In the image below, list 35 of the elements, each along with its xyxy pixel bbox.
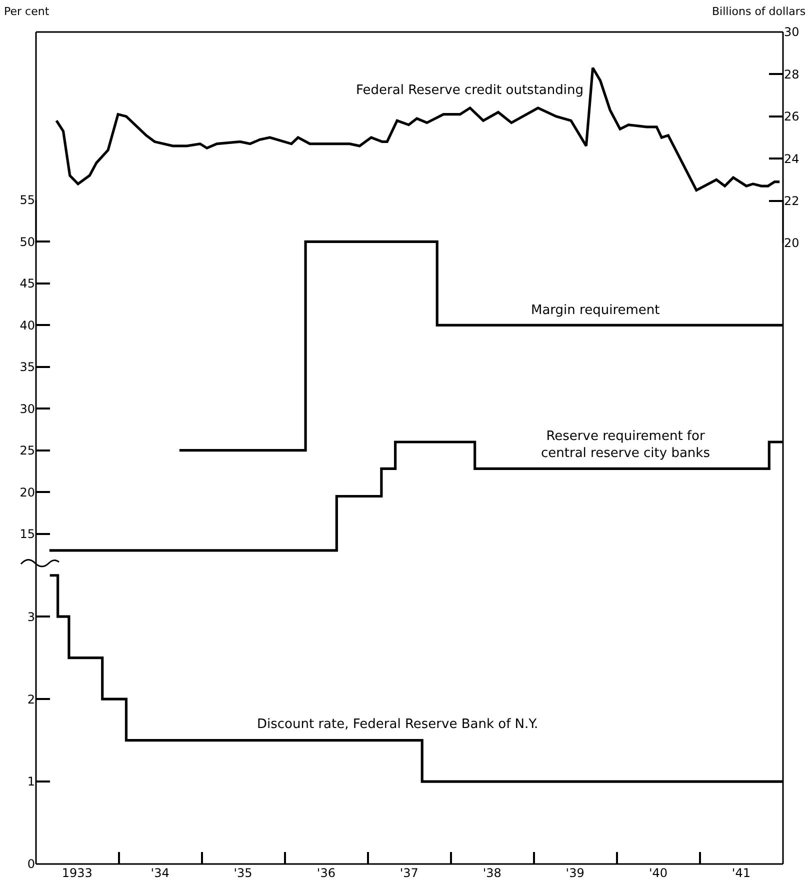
y-tick-label: 15 xyxy=(20,526,35,541)
series-label: Federal Reserve credit outstanding xyxy=(356,83,584,98)
text: Per cent xyxy=(4,5,50,18)
y2-tick-label: 26 xyxy=(784,110,800,124)
x-tick-label: '36 xyxy=(316,866,336,880)
y-tick-label: 0 xyxy=(27,857,35,872)
y-tick-label: 2 xyxy=(27,692,35,706)
x-tick-label: '34 xyxy=(150,866,170,880)
x-tick-label: '39 xyxy=(566,866,584,880)
x-tick-label: '40 xyxy=(648,866,668,880)
y-tick-label: 1 xyxy=(27,774,35,789)
y-tick-label: 30 xyxy=(20,402,35,416)
x-tick-label: '35 xyxy=(234,866,252,880)
series-label: Reserve requirement for central reserve city banks xyxy=(541,429,710,461)
series-label: Discount rate, Federal Reserve Bank of N.Y. xyxy=(257,717,538,732)
y2-tick-label: 28 xyxy=(784,67,800,82)
y-tick-label: 55 xyxy=(20,193,35,208)
y2-tick-label: 30 xyxy=(784,25,800,40)
y2-axis-title: Billions of dollars xyxy=(712,5,806,18)
y-tick-label: 20 xyxy=(20,485,35,500)
x-tick-label: '41 xyxy=(732,866,750,880)
y-tick-label: 25 xyxy=(20,444,35,458)
y2-tick-label: 24 xyxy=(784,152,800,166)
y2-tick-label: 22 xyxy=(784,194,800,208)
y-tick-label: 3 xyxy=(27,610,35,624)
x-tick-label: '38 xyxy=(482,866,502,880)
y-tick-label: 45 xyxy=(20,276,35,291)
x-tick-label: 1933 xyxy=(62,866,92,880)
y2-tick-label: 20 xyxy=(784,236,800,250)
line-series xyxy=(55,66,781,192)
y-tick-label: 35 xyxy=(20,360,35,374)
y-tick-label: 40 xyxy=(20,318,35,332)
series-label: Margin requirement xyxy=(531,303,660,318)
y-tick-label: 50 xyxy=(20,234,35,249)
x-tick-label: '37 xyxy=(400,866,418,880)
